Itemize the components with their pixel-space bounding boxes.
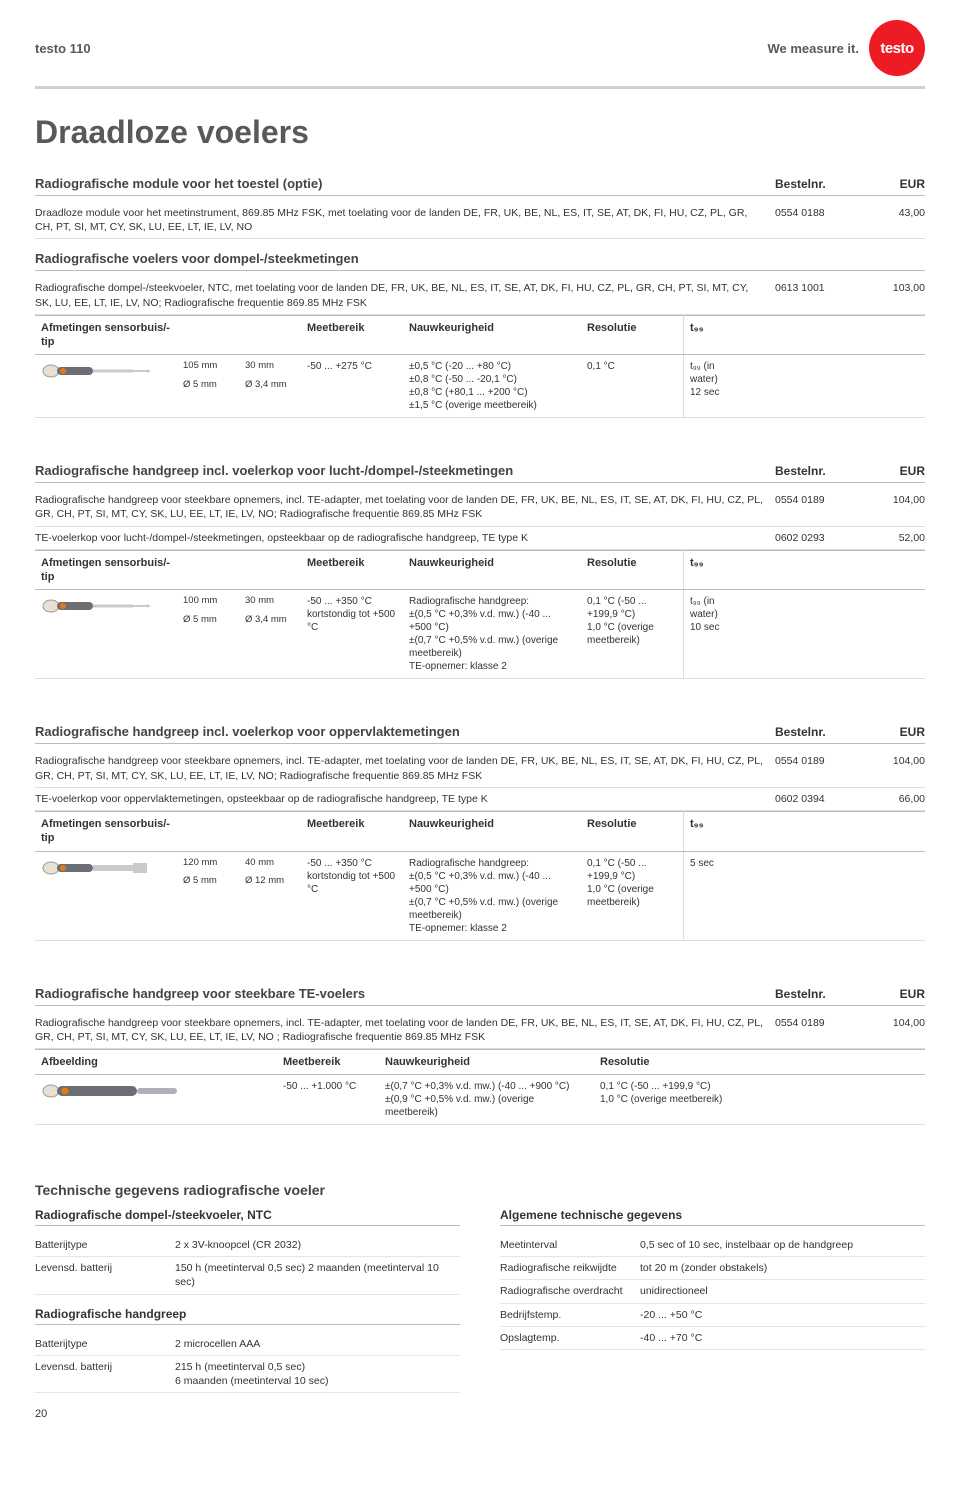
probe-image-cell xyxy=(35,355,177,418)
th-afbeelding: Afbeelding xyxy=(35,1049,277,1074)
brand-logo: testo xyxy=(869,20,925,76)
page-number: 20 xyxy=(35,1408,925,1420)
page-title: Draadloze voelers xyxy=(35,114,925,151)
th-meetbereik: Meetbereik xyxy=(301,315,403,355)
col-bestelnr: Bestelnr. xyxy=(775,177,865,191)
tech-item: Opslagtemp.-40 ... +70 °C xyxy=(500,1327,925,1350)
section4-row0: Radiografische handgreep voor steekbare … xyxy=(35,750,925,787)
tech-item: Radiografische reikwijdtetot 20 m (zonde… xyxy=(500,1257,925,1280)
s2-dim1b: Ø 5 mm xyxy=(183,379,233,391)
probe-icon xyxy=(41,360,151,382)
s2-range: -50 ... +275 °C xyxy=(301,355,403,418)
tech-item: Levensd. batterij215 h (meetinterval 0,5… xyxy=(35,1356,460,1393)
section1-row: Draadloze module voor het meetinstrument… xyxy=(35,202,925,239)
section2-desc: Radiografische dompel-/steekvoeler, NTC,… xyxy=(35,281,775,309)
section5-title: Radiografische handgreep voor steekbare … xyxy=(35,986,775,1001)
tech-right-h1: Algemene technische gegevens xyxy=(500,1208,925,1226)
section3-row1: TE-voelerkop voor lucht-/dompel-/steekme… xyxy=(35,527,925,550)
tech-title: Technische gegevens radiografische voele… xyxy=(35,1182,925,1198)
probe-handle-icon xyxy=(41,1080,191,1102)
section4-row1: TE-voelerkop voor oppervlaktemetingen, o… xyxy=(35,788,925,811)
tech-left-h1: Radiografische dompel-/steekvoeler, NTC xyxy=(35,1208,460,1226)
section4-spec-table: Afmetingen sensorbuis/-tip Meetbereik Na… xyxy=(35,811,925,941)
section1-title: Radiografische module voor het toestel (… xyxy=(35,176,775,191)
section2-title: Radiografische voelers voor dompel-/stee… xyxy=(35,251,925,266)
th-afmetingen: Afmetingen sensorbuis/-tip xyxy=(35,315,177,355)
section2-spec-table: Afmetingen sensorbuis/-tip Meetbereik Na… xyxy=(35,315,925,419)
s2-dim2b: Ø 3,4 mm xyxy=(245,379,295,391)
s2-t99: t₉₉ (in water) 12 sec xyxy=(684,355,752,418)
section3-spec-table: Afmetingen sensorbuis/-tip Meetbereik Na… xyxy=(35,550,925,680)
probe-icon xyxy=(41,857,151,879)
section5-row0: Radiografische handgreep voor steekbare … xyxy=(35,1012,925,1049)
tech-item: Radiografische overdrachtunidirectioneel xyxy=(500,1280,925,1303)
header-rule xyxy=(35,86,925,89)
section1-price: 43,00 xyxy=(865,206,925,234)
tech-item: Bedrijfstemp.-20 ... +50 °C xyxy=(500,1304,925,1327)
section2-row: Radiografische dompel-/steekvoeler, NTC,… xyxy=(35,277,925,314)
col-bestelnr: Bestelnr. xyxy=(775,464,865,478)
col-eur: EUR xyxy=(865,464,925,478)
s2-dim1a: 105 mm xyxy=(183,360,233,372)
section3-row0: Radiografische handgreep voor steekbare … xyxy=(35,489,925,526)
section1-desc: Draadloze module voor het meetinstrument… xyxy=(35,206,775,234)
tech-item: Batterijtype2 x 3V-knoopcel (CR 2032) xyxy=(35,1234,460,1257)
probe-icon xyxy=(41,595,151,617)
section5-spec-table: Afbeelding Meetbereik Nauwkeurigheid Res… xyxy=(35,1049,925,1125)
page-header: testo 110 We measure it. testo xyxy=(35,20,925,76)
col-eur: EUR xyxy=(865,177,925,191)
product-name: testo 110 xyxy=(35,41,91,56)
section4-title: Radiografische handgreep incl. voelerkop… xyxy=(35,724,775,739)
section2-order: 0613 1001 xyxy=(775,281,865,309)
tech-item: Levensd. batterij150 h (meetinterval 0,5… xyxy=(35,1257,460,1294)
s2-dim2a: 30 mm xyxy=(245,360,295,372)
tech-left-h2: Radiografische handgreep xyxy=(35,1307,460,1325)
tech-item: Meetinterval0,5 sec of 10 sec, instelbaa… xyxy=(500,1234,925,1257)
section3-title: Radiografische handgreep incl. voelerkop… xyxy=(35,463,775,478)
th-resolutie: Resolutie xyxy=(581,315,684,355)
tagline: We measure it. xyxy=(767,41,859,56)
s2-accuracy: ±0,5 °C (-20 ... +80 °C) ±0,8 °C (-50 ..… xyxy=(403,355,581,418)
section2-price: 103,00 xyxy=(865,281,925,309)
th-t99: t₉₉ xyxy=(684,315,752,355)
tech-item: Batterijtype2 microcellen AAA xyxy=(35,1333,460,1356)
s2-resolution: 0,1 °C xyxy=(581,355,684,418)
th-nauwkeurigheid: Nauwkeurigheid xyxy=(403,315,581,355)
section1-order: 0554 0188 xyxy=(775,206,865,234)
